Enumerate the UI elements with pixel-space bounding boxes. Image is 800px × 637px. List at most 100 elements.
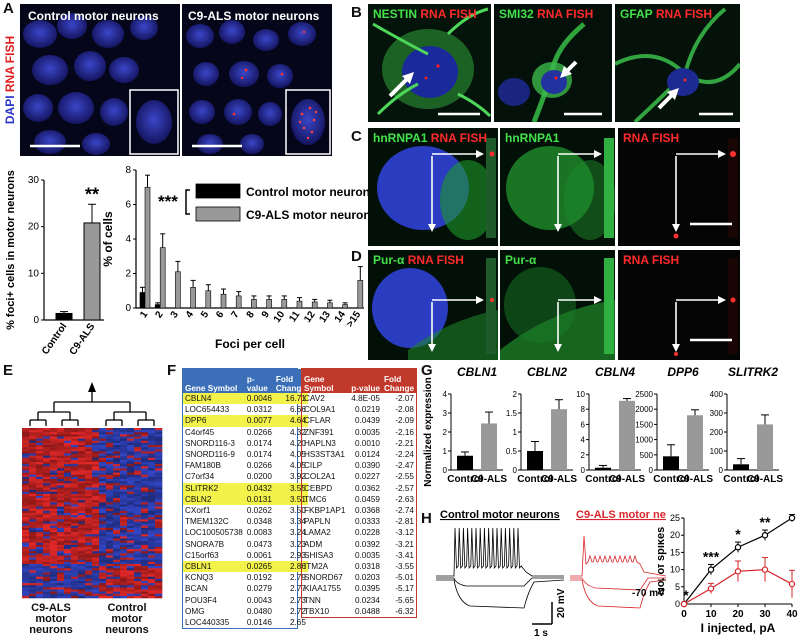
- heatmap-cell: [92, 536, 100, 539]
- heatmap-cell: [99, 555, 107, 558]
- heatmap-cell: [120, 483, 128, 486]
- up-gene-p: 0.0279: [246, 584, 272, 594]
- heatmap-cell: [113, 591, 121, 595]
- heatmap-cell: [64, 576, 72, 580]
- heatmap-cell: [36, 440, 44, 444]
- heatmap-cell: [29, 491, 37, 495]
- heatmap-cell: [120, 566, 128, 569]
- heatmap-cell: [134, 570, 142, 573]
- heatmap-cell: [99, 493, 107, 497]
- heatmap-cell: [148, 536, 156, 539]
- heatmap-cell: [155, 561, 163, 565]
- heatmap-cell: [78, 544, 86, 548]
- heatmap-cell: [120, 472, 128, 476]
- heatmap-cell: [106, 551, 114, 554]
- heatmap-cell: [57, 428, 65, 431]
- heatmap-cell: [120, 581, 128, 584]
- heatmap-cell: [99, 553, 107, 556]
- heatmap-cell: [92, 436, 100, 439]
- heatmap-cell: [22, 544, 30, 548]
- heatmap-cell: [148, 547, 156, 550]
- heatmap-cell: [155, 523, 163, 527]
- heatmap-cell: [22, 496, 30, 499]
- up-gene-p: 0.0480: [246, 606, 272, 616]
- heatmap-cell: [120, 487, 128, 490]
- heatmap-cell: [148, 519, 156, 522]
- heatmap-cell: [29, 540, 37, 544]
- heatmap-cell: [155, 525, 163, 529]
- down-gene-gene: TMC6: [304, 494, 327, 504]
- heatmap-cell: [64, 515, 72, 518]
- heatmap-cell: [22, 583, 30, 586]
- heatmap-cell: [113, 428, 121, 431]
- heatmap-cell: [29, 457, 37, 461]
- heatmap-cell: [155, 555, 163, 558]
- heatmap-cell: [85, 428, 93, 431]
- heatmap-cell: [71, 555, 79, 558]
- down-gene-fc: -2.16: [395, 427, 414, 437]
- heatmap-cell: [155, 485, 163, 488]
- heatmap-cell: [99, 436, 107, 439]
- hnrnpa1-merge-image: hnRNPA1 RNA FISH: [368, 128, 498, 246]
- up-gene-fc: 3.23: [289, 539, 306, 549]
- down-header-p: p-value: [351, 384, 380, 393]
- heatmap-cell: [71, 547, 79, 550]
- heatmap-cell: [99, 564, 107, 567]
- heatmap-cell: [141, 459, 149, 463]
- heatmap-cell: [127, 466, 135, 469]
- heatmap-cell: [71, 557, 79, 561]
- heatmap-cell: [29, 559, 37, 563]
- heatmap-cell: [22, 559, 30, 563]
- heatmap-cell: [106, 525, 114, 529]
- heatmap-cell: [22, 576, 30, 580]
- heatmap-cell: [120, 451, 128, 454]
- heatmap-cell: [99, 557, 107, 561]
- heatmap-cell: [92, 434, 100, 437]
- heatmap-cell: [78, 432, 86, 435]
- down-gene-fc: -5.65: [395, 595, 414, 605]
- heatmap-cell: [36, 568, 44, 571]
- heatmap-cell: [29, 481, 37, 484]
- heatmap-cell: [71, 527, 79, 531]
- heatmap-cell: [134, 442, 142, 446]
- heatmap-cell: [120, 536, 128, 539]
- heatmap-cell: [78, 521, 86, 524]
- a-hist-category-label: >15: [345, 309, 364, 330]
- g-ytick-label: 0: [443, 466, 448, 475]
- up-gene-gene: TMEM132C: [185, 517, 229, 527]
- heatmap-cell: [64, 470, 72, 473]
- heatmap-cell: [106, 566, 114, 569]
- heatmap-cell: [85, 483, 93, 486]
- heatmap-cell: [57, 449, 65, 452]
- heatmap-cell: [92, 557, 100, 561]
- heatmap-cell: [50, 491, 58, 495]
- a-hist-legend-swatch: [195, 183, 241, 199]
- down-gene-p: 0.0228: [354, 528, 380, 538]
- heatmap-cell: [148, 553, 156, 556]
- down-gene-gene: ADM: [304, 539, 323, 549]
- heatmap-cell: [148, 455, 156, 459]
- heatmap-cell: [120, 540, 128, 544]
- down-gene-row: SHISA3 0.0035 -3.41: [302, 550, 416, 561]
- heatmap-cell: [106, 527, 114, 531]
- heatmap-cell: [106, 568, 114, 571]
- heatmap-cell: [141, 468, 149, 471]
- heatmap-cell: [57, 496, 65, 499]
- heatmap-cell: [22, 502, 30, 505]
- heatmap-cell: [22, 481, 30, 484]
- h-chart-significance: **: [760, 514, 771, 530]
- down-gene-p: 0.0318: [354, 562, 380, 572]
- h-chart-point: [680, 600, 688, 608]
- heatmap-cell: [127, 553, 135, 556]
- down-header-fc: Fold Change: [383, 375, 415, 393]
- heatmap-cell: [148, 564, 156, 567]
- up-gene-row: OMG 0.0480 2.72: [183, 606, 308, 617]
- heatmap-cell: [43, 428, 51, 431]
- heatmap-cell: [148, 472, 156, 476]
- heatmap-label-control-line2: motor: [111, 613, 143, 625]
- heatmap-cell: [36, 491, 44, 495]
- heatmap-cell: [50, 576, 58, 580]
- heatmap-label-control: Control motor neurons: [92, 603, 162, 636]
- heatmap-cell: [113, 464, 121, 467]
